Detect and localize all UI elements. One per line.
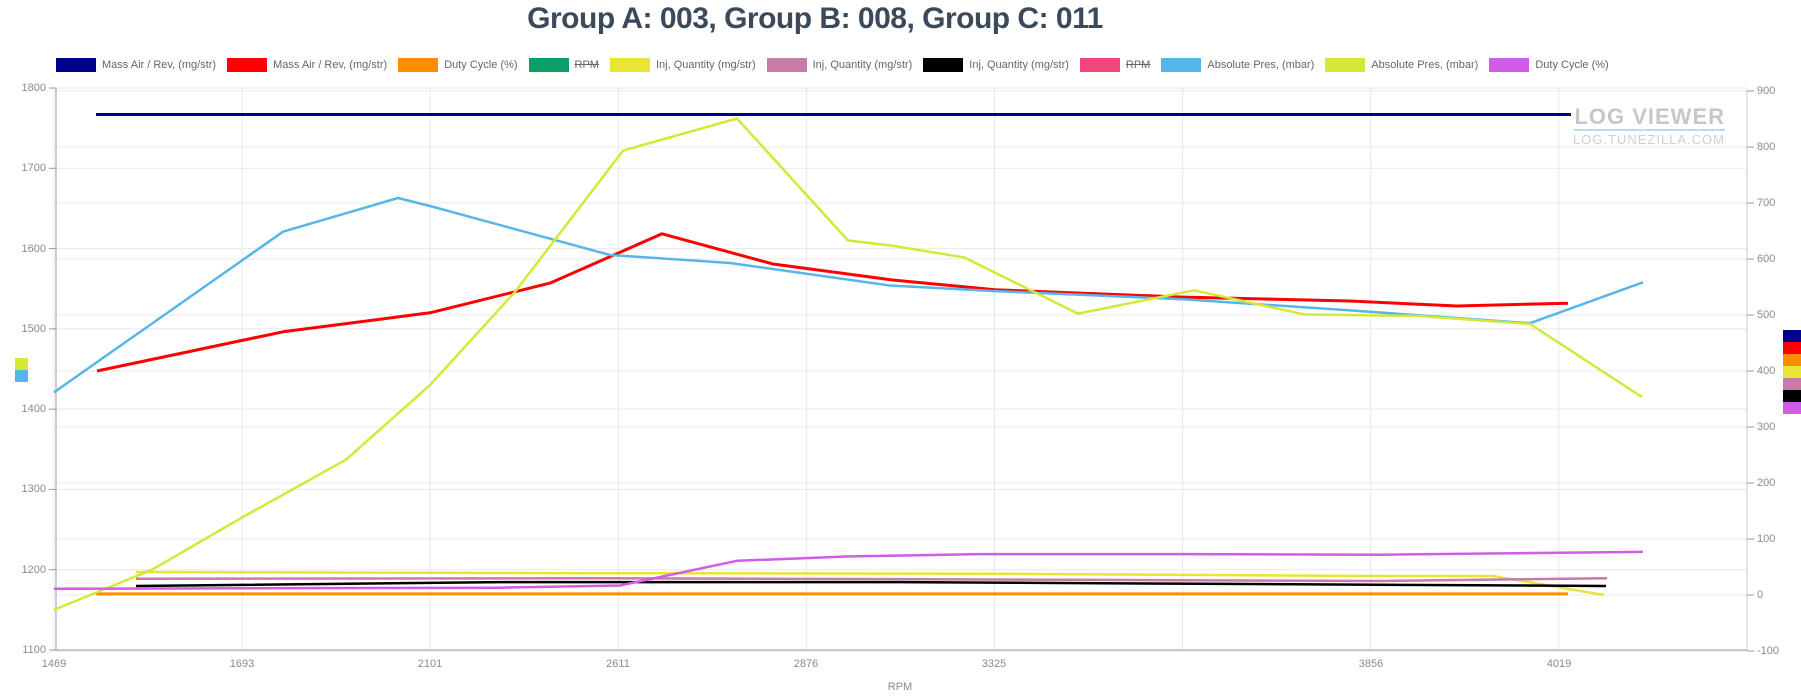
right-axis-tick-label: 700: [1757, 197, 1776, 209]
legend: Mass Air / Rev, (mg/str) Mass Air / Rev, …: [56, 55, 1756, 75]
legend-item-10[interactable]: Duty Cycle (%): [1489, 58, 1609, 72]
right-axis-series-handle[interactable]: [1783, 402, 1801, 414]
legend-item-1[interactable]: Mass Air / Rev, (mg/str): [227, 58, 387, 72]
legend-swatch-icon: [1161, 58, 1202, 72]
legend-item-3[interactable]: RPM: [528, 58, 599, 72]
series-line-6-group-C[interactable]: [135, 580, 1607, 588]
x-axis-tick-label: 2611: [606, 658, 630, 670]
left-axis-tick-label: 1800: [21, 82, 46, 94]
legend-item-label: Duty Cycle (%): [1535, 59, 1609, 71]
legend-item-7[interactable]: RPM: [1079, 58, 1151, 72]
left-axis-tick-label: 1700: [21, 162, 46, 175]
gridlines: [53, 87, 1748, 652]
legend-item-label: Mass Air / Rev, (mg/str): [273, 59, 388, 71]
right-axis-series-handle[interactable]: [1783, 378, 1801, 390]
legend-item-8[interactable]: Absolute Pres, (mbar): [1161, 58, 1314, 72]
x-axis-tick-label: 3325: [981, 658, 1007, 670]
right-axis-series-handle[interactable]: [1783, 366, 1801, 378]
watermark-url[interactable]: LOG.TUNEZILLA.COM: [1572, 132, 1725, 148]
legend-item-label: RPM: [1125, 59, 1151, 71]
right-axis-tick-label: 800: [1757, 141, 1776, 153]
x-axis-title: RPM: [887, 681, 913, 693]
legend-swatch-icon: [1325, 58, 1366, 72]
left-axis-tick-label: 1200: [21, 563, 46, 576]
series-line-1-group-B[interactable]: [96, 232, 1569, 373]
legend-swatch-icon: [398, 58, 439, 72]
left-axis-series-handle[interactable]: [15, 370, 28, 382]
left-axis-tick-label: 1400: [21, 403, 46, 416]
left-axis-series-handle[interactable]: [15, 358, 28, 370]
right-axis-series-handle[interactable]: [1783, 354, 1801, 366]
legend-swatch-icon: [56, 58, 96, 72]
legend-item-4[interactable]: Inj, Quantity (mg/str): [609, 58, 756, 72]
legend-item-5[interactable]: Inj, Quantity (mg/str): [766, 58, 913, 72]
right-axis-tick-label: 100: [1757, 533, 1776, 545]
right-axis-tick-label: 500: [1757, 309, 1776, 321]
legend-item-6[interactable]: Inj, Quantity (mg/str): [923, 58, 1069, 72]
series-line-5-group-B[interactable]: [135, 576, 1608, 583]
legend-item-label: Duty Cycle (%): [444, 59, 518, 71]
series-lines: [53, 113, 1644, 612]
legend-item-9[interactable]: Absolute Pres, (mbar): [1325, 58, 1478, 72]
right-axis-tick-label: -100: [1757, 645, 1780, 657]
legend-item-label: Absolute Pres, (mbar): [1371, 59, 1479, 71]
x-axis-tick-label: 2101: [417, 658, 443, 670]
legend-swatch-icon: [1489, 58, 1530, 72]
right-axis-tick-label: 400: [1757, 365, 1776, 377]
right-axis-tick-label: 0: [1757, 589, 1764, 601]
series-line-10-group-C[interactable]: [53, 550, 1644, 591]
left-axis-tick-label: 1100: [22, 644, 46, 656]
x-axis-tick-label: 1693: [229, 658, 255, 670]
left-axis-tick-label: 1500: [21, 322, 46, 335]
legend-item-2[interactable]: Duty Cycle (%): [398, 58, 518, 72]
right-axis-tick-label: 300: [1757, 421, 1776, 433]
legend-item-label: Inj, Quantity (mg/str): [655, 59, 756, 71]
x-axis-tick-label: 4019: [1546, 658, 1572, 670]
left-axis-tick-label: 1600: [21, 242, 46, 255]
legend-item-label: RPM: [574, 59, 599, 71]
legend-swatch-icon: [227, 58, 268, 72]
x-axis-tick-label: 1469: [41, 658, 67, 670]
legend-item-0[interactable]: Mass Air / Rev, (mg/str): [56, 58, 216, 72]
watermark-logo: LOG VIEWER: [1574, 105, 1725, 132]
left-axis-tick-label: 1300: [21, 483, 46, 496]
legend-swatch-icon: [766, 58, 807, 72]
right-axis-series-handle[interactable]: [1783, 390, 1801, 402]
legend-item-label: Absolute Pres, (mbar): [1207, 59, 1315, 71]
legend-item-label: Inj, Quantity (mg/str): [812, 59, 913, 71]
right-axis-series-handle[interactable]: [1783, 330, 1801, 342]
x-axis-tick-label: 2876: [793, 658, 819, 670]
legend-item-label: Inj, Quantity (mg/str): [969, 59, 1069, 71]
right-axis-tick-label: 600: [1757, 253, 1776, 265]
x-axis-tick-label: 3856: [1358, 658, 1384, 670]
legend-item-label: Mass Air / Rev, (mg/str): [102, 59, 217, 71]
right-axis-series-handle[interactable]: [1783, 342, 1801, 354]
series-line-8-group-B[interactable]: [53, 196, 1644, 394]
legend-swatch-icon: [528, 58, 569, 72]
right-axis-tick-label: 900: [1757, 85, 1776, 97]
legend-swatch-icon: [923, 58, 964, 72]
watermark[interactable]: LOG VIEWER LOG.TUNEZILLA.COM: [1555, 105, 1725, 147]
page-title: Group A: 003, Group B: 008, Group C: 011: [527, 2, 1103, 35]
axis-lines: [49, 87, 1754, 652]
legend-swatch-icon: [609, 58, 650, 72]
legend-swatch-icon: [1079, 58, 1120, 72]
right-axis-tick-label: 200: [1757, 477, 1776, 489]
series-line-9-group-C[interactable]: [53, 117, 1643, 612]
